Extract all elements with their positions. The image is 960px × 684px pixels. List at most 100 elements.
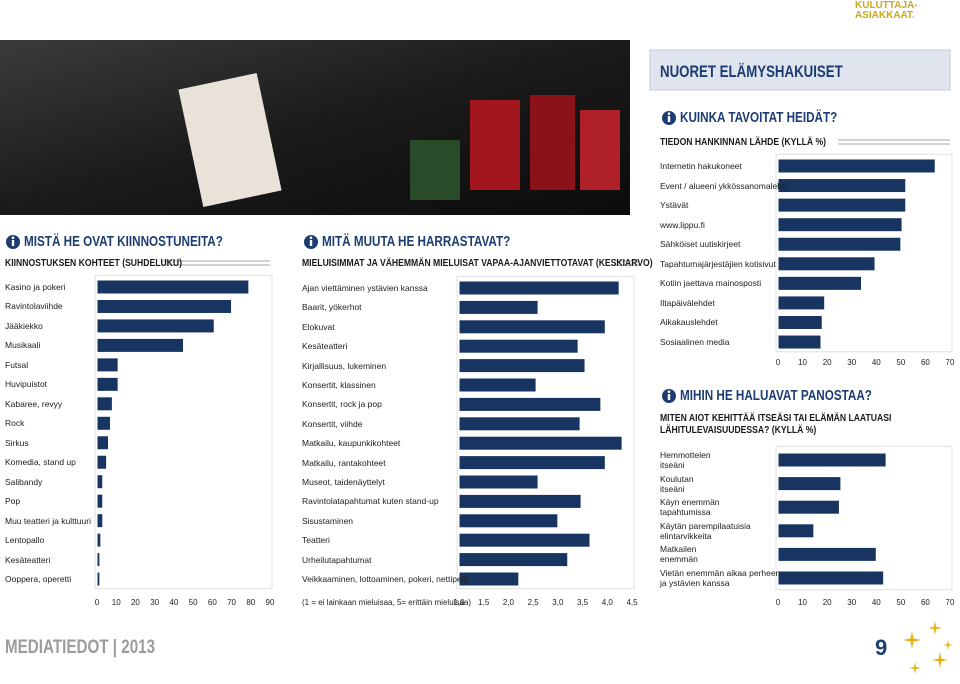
x-tick-label: 60: [920, 598, 930, 607]
category-label: Jääkiekko: [5, 320, 43, 331]
bar: [96, 513, 104, 529]
bar: [777, 236, 902, 252]
bar: [458, 416, 581, 432]
star: [943, 640, 953, 650]
x-tick-label: 70: [945, 598, 955, 607]
x-tick-label: 4,0: [601, 598, 613, 607]
x-tick-label: 0: [775, 358, 781, 367]
category-label: Sähköiset uutiskirjeet: [660, 239, 741, 250]
page-title: NUORET ELÄMYSHAKUISET: [660, 62, 843, 81]
x-tick-label: 20: [130, 598, 140, 607]
bar: [96, 279, 250, 295]
category-label: Salibandy: [5, 476, 43, 487]
bar: [458, 299, 539, 315]
x-tick-label: 40: [871, 598, 881, 607]
info-icon-dot: [11, 236, 15, 239]
category-label: Konsertit, klassinen: [302, 380, 376, 390]
x-tick-label: 1,0: [453, 598, 465, 607]
category-label: Matkailen enemmän: [660, 544, 698, 565]
category-label: Kesäteatteri: [5, 554, 51, 565]
photo-chips: [178, 72, 620, 208]
bar: [777, 256, 876, 272]
x-tick-label: 60: [207, 598, 217, 607]
x-tick-label: 10: [798, 598, 808, 607]
category-label: Sirkus: [5, 437, 29, 448]
bar: [96, 435, 110, 451]
x-tick-label: 2,5: [527, 598, 539, 607]
bar: [458, 455, 606, 471]
chart-heading: MIHIN HE HALUAVAT PANOSTAA?: [680, 387, 872, 404]
chart-heading: MISTÄ HE OVAT KIINNOSTUNEITA?: [24, 233, 223, 250]
info-icon-stem: [667, 116, 671, 122]
info-icon-stem: [309, 240, 313, 246]
bar: [458, 396, 602, 412]
bar: [458, 513, 559, 529]
category-label: Ajan viettäminen ystävien kanssa: [302, 283, 428, 293]
chart-title: MIELUISIMMAT JA VÄHEMMÄN MIELUISAT VAPAA…: [302, 257, 653, 269]
bar: [777, 217, 903, 233]
category-label: www.lippu.fi: [660, 219, 705, 230]
publication: MEDIATIEDOT | 2013: [5, 637, 156, 658]
bar: [777, 295, 826, 311]
star: [928, 621, 942, 635]
photo: [0, 40, 630, 215]
section-label: KULUTTAJA-ASIAKKAAT.: [855, 0, 918, 21]
category-label: Pop: [5, 496, 21, 507]
category-label: Internetin hakukoneet: [660, 161, 742, 171]
bar: [96, 415, 111, 431]
category-label: Kirjallisuus, lukeminen: [302, 360, 387, 371]
bar: [458, 571, 520, 587]
category-label: Käytän parempilaatuisia elintarvikkeita: [660, 520, 751, 541]
bar: [777, 334, 822, 350]
category-label: Huvipuistot: [5, 379, 48, 390]
plot-frame: [775, 153, 953, 353]
x-tick-label: 70: [945, 358, 955, 367]
bar: [96, 357, 119, 373]
decoration-stars: [903, 621, 953, 674]
category-label: Tapahtumajärjestäjien kotisivut: [660, 258, 776, 269]
bar: [458, 377, 537, 393]
bar: [777, 158, 936, 174]
x-tick-label: 3,0: [552, 598, 564, 607]
category-label: Ravintolatapahtumat kuten stand-up: [302, 496, 439, 507]
category-label: Urheilutapahtumat: [302, 554, 372, 565]
category-label: Event / alueeni ykkössanomalehti: [660, 180, 787, 191]
category-label: Komedia, stand up: [5, 457, 76, 468]
category-label: Rock: [5, 418, 25, 429]
info-icon-dot: [667, 390, 671, 394]
x-tick-label: 20: [822, 598, 832, 607]
x-tick-label: 70: [227, 598, 236, 607]
bar: [777, 523, 815, 539]
chart-title: MITEN AIOT KEHITTÄÄ ITSEÄSI TAI ELÄMÄN L…: [660, 412, 892, 436]
star: [909, 662, 921, 674]
category-label: Veikkaaminen, lottoaminen, pokeri, netti…: [302, 574, 468, 584]
bar: [96, 532, 102, 548]
x-tick-label: 10: [798, 358, 808, 367]
category-label: Futsal: [5, 359, 29, 370]
bar: [777, 546, 877, 562]
x-tick-label: 0: [775, 598, 781, 607]
bar: [777, 197, 907, 213]
bar: [96, 474, 104, 490]
info-icon-dot: [667, 112, 671, 115]
x-tick-label: 0: [94, 598, 100, 607]
bar: [458, 474, 539, 490]
category-label: Vietän enemmän aikaa perheen ja ystävien…: [660, 568, 781, 588]
chart-heading: MITÄ MUUTA HE HARRASTAVAT?: [322, 233, 511, 250]
bar: [96, 493, 104, 509]
plot-frame: [775, 445, 953, 591]
chart-title: TIEDON HANKINNAN LÄHDE (KYLLÄ %): [660, 136, 826, 148]
x-tick-label: 30: [150, 598, 160, 607]
category-label: Matkailu, kaupunkikohteet: [302, 438, 401, 449]
category-label: Muu teatteri ja kulttuuri: [5, 515, 91, 526]
category-label: Ooppera, operetti: [5, 574, 72, 585]
page-number: 9: [875, 635, 888, 660]
category-label: Baarit, yökerhot: [302, 302, 362, 313]
info-icon-dot: [309, 236, 313, 239]
category-label: Käyn enemmän tapahtumissa: [660, 497, 720, 518]
info-icon-stem: [11, 240, 15, 246]
category-label: Musikaali: [5, 340, 41, 351]
bar: [96, 552, 101, 568]
chart-title: KIINNOSTUKSEN KOHTEET (SUHDELUKU): [5, 257, 182, 269]
